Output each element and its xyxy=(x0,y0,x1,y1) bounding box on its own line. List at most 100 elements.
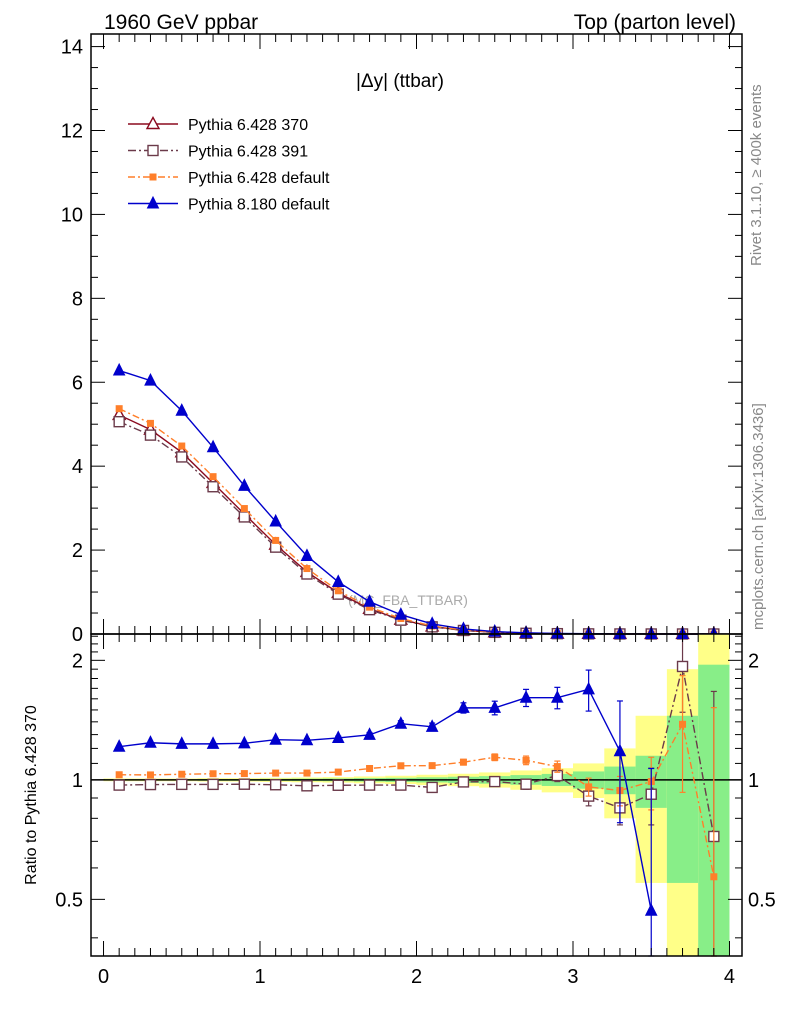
legend: Pythia 6.428 370 Pythia 6.428 391 Pythia 6… xyxy=(128,116,330,214)
ratio-panel-axes: 0.5 0.5 1 1 2 2 0 1 2 3 4 xyxy=(55,633,776,988)
ratio-point-pdef-12 xyxy=(491,753,499,761)
ratio-point-pdef-13 xyxy=(522,756,530,764)
point-p391-3 xyxy=(207,481,219,493)
ratio-line-p8 xyxy=(119,688,652,911)
ratio-point-p8-12 xyxy=(488,700,502,713)
legend-marker-pdef xyxy=(149,173,157,181)
ratio-point-p391-6 xyxy=(301,780,313,792)
legend-label-p370: Pythia 6.428 370 xyxy=(188,117,308,134)
x-tick-label: 2 xyxy=(411,966,422,988)
ratio-point-pdef-14 xyxy=(553,763,561,771)
x-tick-label: 3 xyxy=(567,966,578,988)
ratio-point-p8-17 xyxy=(644,903,658,916)
main-panel-axes: 0 2 4 6 8 10 12 14 xyxy=(61,33,743,646)
ratio-y-tick-label-right: 2 xyxy=(748,650,759,672)
analysis-watermark: (MC_FBA_TTBAR) xyxy=(348,592,468,608)
point-p8-1 xyxy=(144,372,157,386)
point-p8-8 xyxy=(363,594,376,607)
y-tick-label: 14 xyxy=(61,37,83,59)
ratio-point-p391-1 xyxy=(144,778,157,791)
main-panel: |Δy| (ttbar) (MC_FBA_TTBAR) 02468101214 … xyxy=(61,33,743,646)
y-tick-label: 12 xyxy=(61,121,83,143)
ratio-point-pdef-5 xyxy=(272,769,280,777)
point-p8-2 xyxy=(175,403,189,416)
point-p391-1 xyxy=(144,429,157,441)
ratio-point-pdef-7 xyxy=(334,768,342,776)
ratio-y-tick-label-right: 0.5 xyxy=(748,889,776,911)
point-p8-7 xyxy=(331,574,345,587)
plot-title: |Δy| (ttbar) xyxy=(356,71,444,92)
ratio-point-p391-5 xyxy=(269,779,282,791)
ratio-point-p8-15 xyxy=(582,681,595,695)
y-tick-label: 6 xyxy=(72,372,83,394)
ratio-point-pdef-8 xyxy=(366,765,374,773)
ratio-point-p8-4 xyxy=(238,735,251,749)
ratio-panel-data xyxy=(91,633,742,957)
reference-uncertainty-band xyxy=(103,634,730,956)
ratio-point-p391-10 xyxy=(426,781,438,794)
ratio-point-pdef-15 xyxy=(585,783,593,791)
header-right: Top (parton level) xyxy=(574,11,736,34)
legend-label-p391: Pythia 6.428 391 xyxy=(188,144,308,161)
y-tick-label: 8 xyxy=(72,288,83,310)
ratio-point-pdef-3 xyxy=(209,770,217,778)
ratio-y-tick-label-right: 1 xyxy=(748,770,759,792)
ratio-ylabel: Ratio to Pythia 6.428 370 xyxy=(23,705,40,885)
ratio-point-p391-9 xyxy=(395,779,407,791)
ratio-point-pdef-10 xyxy=(428,762,436,770)
y-tick-label: 2 xyxy=(72,540,83,562)
x-tick-label: 4 xyxy=(724,966,735,988)
ratio-point-p8-6 xyxy=(300,732,314,746)
point-p8-0 xyxy=(112,362,126,376)
point-p8-5 xyxy=(269,513,282,527)
ratio-point-p8-13 xyxy=(519,690,533,703)
ratio-point-p8-16 xyxy=(613,743,627,757)
legend-label-pdef: Pythia 6.428 default xyxy=(188,170,330,187)
point-p8-3 xyxy=(206,439,220,453)
ratio-point-pdef-1 xyxy=(146,771,154,779)
ratio-point-pdef-6 xyxy=(303,769,311,777)
ratio-point-p8-11 xyxy=(457,700,470,713)
ratio-point-pdef-9 xyxy=(397,762,405,770)
plot-title-text: |Δy| (ttbar) xyxy=(356,71,444,92)
x-tick-label: 0 xyxy=(98,966,109,988)
ratio-y-tick-label-left: 2 xyxy=(72,650,83,672)
ratio-point-p8-7 xyxy=(331,730,345,743)
ratio-point-p8-1 xyxy=(144,735,157,748)
ratio-point-p391-18 xyxy=(676,660,689,673)
legend-marker-p8 xyxy=(146,195,160,209)
ratio-point-p8-10 xyxy=(425,719,439,732)
ratio-point-p8-0 xyxy=(112,739,126,752)
x-tick-label: 1 xyxy=(254,966,265,988)
ratio-point-pdef-0 xyxy=(115,771,123,779)
point-pdef-2 xyxy=(178,442,186,450)
ratio-point-pdef-19 xyxy=(710,873,718,881)
point-pdef-7 xyxy=(334,587,342,595)
ratio-point-p8-3 xyxy=(206,736,220,749)
ratio-point-pdef-11 xyxy=(459,758,467,766)
ratio-point-p391-13 xyxy=(520,778,532,790)
ratio-point-p391-8 xyxy=(363,779,376,791)
point-pdef-6 xyxy=(303,565,311,573)
point-p391-0 xyxy=(113,415,125,428)
ratio-point-p8-9 xyxy=(394,716,408,729)
point-pdef-5 xyxy=(272,536,280,544)
ratio-point-p391-2 xyxy=(176,778,188,791)
ratio-point-p8-8 xyxy=(363,727,376,740)
y-tick-label: 10 xyxy=(61,204,83,226)
point-pdef-3 xyxy=(209,473,217,481)
y-tick-label: 4 xyxy=(72,456,83,478)
ratio-point-p391-3 xyxy=(207,778,219,791)
point-pdef-8 xyxy=(366,603,374,611)
mcplots-label: mcplots.cern.ch [arXiv:1306.3436] xyxy=(750,403,767,630)
ratio-point-p8-2 xyxy=(175,736,189,749)
point-pdef-1 xyxy=(146,419,154,427)
ratio-point-p8-14 xyxy=(551,690,564,703)
header-left: 1960 GeV ppbar xyxy=(104,11,258,34)
ratio-panel: 0.5 0.5 1 1 2 2 0 1 2 3 4 Ratio to Pythia 6.428 37… xyxy=(23,633,776,988)
y-tick-label: 0 xyxy=(72,624,83,646)
point-pdef-0 xyxy=(115,405,123,413)
point-p8-4 xyxy=(238,478,251,491)
ratio-point-p391-0 xyxy=(113,779,125,791)
